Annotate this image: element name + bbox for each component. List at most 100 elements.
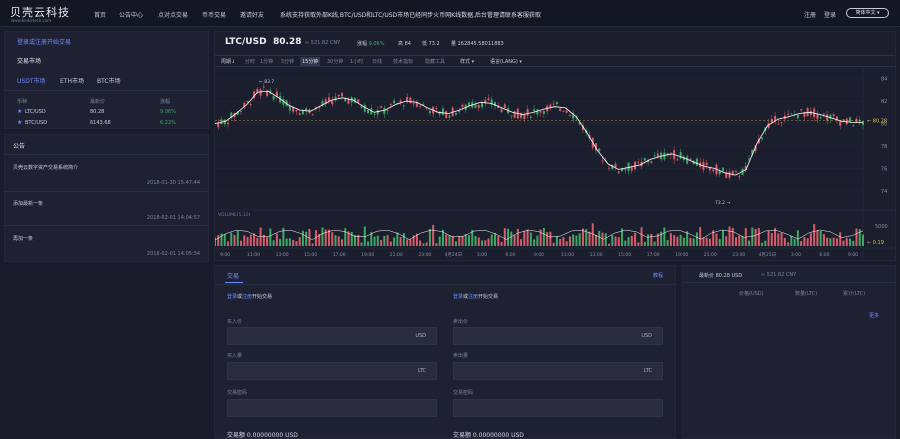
nav-announcements[interactable]: 公告中心 <box>119 12 144 19</box>
indicator-button[interactable]: 技术指标 <box>393 59 414 65</box>
candle-body <box>259 89 262 96</box>
buy-amount-input[interactable]: LTC <box>227 362 437 380</box>
volume-bar <box>402 233 405 246</box>
orderbook-latest-price: 最新价 80.28 USD <box>699 273 743 279</box>
candle-body <box>230 112 233 118</box>
market-login-link[interactable]: 登录或注册开始交易 <box>17 39 72 46</box>
candle-body <box>611 164 614 170</box>
volume-bar <box>565 241 568 246</box>
candle-body <box>731 170 734 176</box>
volume-bar <box>526 229 529 246</box>
style-dropdown[interactable]: 样式 ▾ <box>460 59 475 65</box>
announcement-item-title[interactable]: 贝壳云数字资产交易系统简介 <box>13 165 79 171</box>
sell-password-input[interactable] <box>453 399 663 417</box>
announcement-item-title[interactable]: 再加一条 <box>13 236 34 242</box>
volume-bar <box>568 236 571 246</box>
login-link[interactable]: 登录 <box>824 12 837 19</box>
sell-total: 交易额 0.00000000 USD <box>453 432 524 439</box>
volume-bar <box>546 232 549 246</box>
period-30min[interactable]: 30分钟 <box>327 59 344 65</box>
kline-chart[interactable]: 74 76 78 80 82 84 ← 80.28 ← 83.7 73.2 → VOLUME(5,… <box>215 68 895 262</box>
register-link[interactable]: 注册 <box>804 12 817 19</box>
candle-body <box>735 171 738 172</box>
language-selector[interactable]: 简体中文 ▾ <box>846 8 889 18</box>
sell-price-input[interactable]: USD <box>453 327 663 345</box>
period-1hour[interactable]: 1小时 <box>350 59 364 65</box>
candle-body <box>634 161 637 170</box>
volume-bar <box>373 236 376 246</box>
tab-btc-market[interactable]: BTC市场 <box>97 78 121 85</box>
volume-bar <box>285 238 288 246</box>
sell-login-prompt: 登录或注册开始交易 <box>453 293 498 300</box>
candle-body <box>568 114 571 116</box>
period-day[interactable]: 日线 <box>372 59 383 65</box>
volume-bar <box>806 238 809 246</box>
y-tick-label: 80 <box>881 122 887 128</box>
candle-body <box>835 116 838 120</box>
nav-coin-trade[interactable]: 币币交易 <box>202 12 227 19</box>
sell-register-link[interactable]: 注册 <box>468 294 479 300</box>
announcement-item-title[interactable]: 添加最新一条 <box>13 201 44 207</box>
tab-usdt-market[interactable]: USDT市场 <box>17 78 46 85</box>
period-1min[interactable]: 1分钟 <box>260 59 274 65</box>
volume-bar <box>318 233 321 246</box>
star-icon[interactable]: ★ <box>17 119 23 126</box>
volume-bar <box>386 235 389 246</box>
volume-bar <box>494 233 497 246</box>
volume-bar <box>559 238 562 246</box>
candle-body <box>624 169 627 170</box>
volume-bar <box>500 241 503 246</box>
sell-price-label: 卖出价 <box>453 319 469 325</box>
star-icon[interactable]: ★ <box>17 108 23 115</box>
volume-bar <box>461 235 464 246</box>
buy-login-link[interactable]: 登录 <box>227 294 238 300</box>
buy-price-input[interactable]: USD <box>227 327 437 345</box>
volume-bar <box>536 235 539 246</box>
nav-notice-marquee[interactable]: 系统支持获取外部K线,BTC/USD和LTC/USD市场已经同步火币网K线数据,… <box>280 12 542 19</box>
sell-amount-label: 卖出量 <box>453 353 469 359</box>
volume-bar <box>790 235 793 246</box>
sell-login-link[interactable]: 登录 <box>453 294 464 300</box>
period-toggle[interactable]: 周期↓ <box>221 59 236 65</box>
period-15min[interactable]: 15分钟 <box>300 57 321 66</box>
volume-bar <box>215 237 216 246</box>
tutorial-link[interactable]: 教程 <box>652 273 663 279</box>
buy-password-input[interactable] <box>227 399 437 417</box>
volume-bar <box>731 227 734 246</box>
sell-amount-input[interactable]: LTC <box>453 362 663 380</box>
market-row[interactable]: ★ LTC/USD 80.28 9.06% <box>5 107 208 117</box>
nav-home[interactable]: 首页 <box>94 12 107 19</box>
volume-bar <box>738 235 741 246</box>
candle-body <box>761 137 764 140</box>
candle-body <box>565 110 568 113</box>
volume-bar <box>562 237 565 246</box>
candle-body <box>360 106 363 108</box>
lang-dropdown[interactable]: 语言(LANG) ▾ <box>490 59 522 65</box>
col-symbol: 币种 <box>17 99 28 105</box>
volume-bar <box>826 237 829 246</box>
period-5min[interactable]: 5分钟 <box>281 59 295 65</box>
ticker-change-value: 9.06% <box>368 41 385 47</box>
period-timeline[interactable]: 分时 <box>245 59 256 65</box>
y-tick-label: 82 <box>881 99 887 105</box>
candle-body <box>445 111 448 119</box>
tab-eth-market[interactable]: ETH市场 <box>60 78 84 85</box>
x-tick-label: 17:00 <box>333 252 346 258</box>
market-row[interactable]: ★ BTC/USD 6143.68 6.22% <box>5 118 208 128</box>
volume-bar <box>627 237 630 246</box>
nav-invite[interactable]: 邀请好友 <box>240 12 265 19</box>
trade-tab[interactable]: 交易 <box>227 273 240 280</box>
hide-tools-button[interactable]: 隐藏工具 <box>425 59 446 65</box>
market-row-change: 9.06% <box>160 109 176 115</box>
nav-p2p-trade[interactable]: 点对点交易 <box>158 12 189 19</box>
candle-body <box>380 106 383 108</box>
candle-body <box>539 111 542 113</box>
orderbook-more-link[interactable]: 更多 <box>869 313 880 319</box>
volume-bar <box>523 230 526 246</box>
brand-logo[interactable]: 贝壳云科技 www.beiketech.com <box>10 4 70 24</box>
candle-body <box>542 110 545 115</box>
candle-body <box>790 113 793 115</box>
buy-register-link[interactable]: 注册 <box>242 294 253 300</box>
candle-body <box>487 98 490 101</box>
candle-body <box>744 166 747 170</box>
